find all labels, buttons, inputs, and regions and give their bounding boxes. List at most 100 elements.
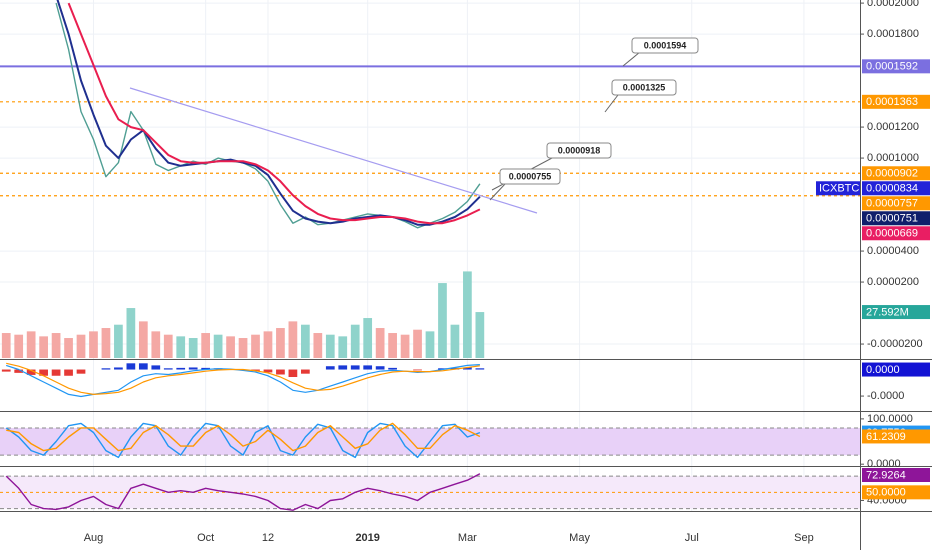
volume-bar [138,321,148,358]
price-tag-box [862,226,930,241]
volume-bar [101,328,111,358]
volume-bar [350,324,360,358]
price-tag-label: 0.0000757 [866,198,918,210]
volume-bar [126,308,136,358]
volume-bar [263,331,273,358]
volume-bar [226,336,235,358]
price-tag-box [862,211,930,226]
x-tick-label: Jul [685,532,699,544]
volume-bar [89,331,98,358]
macd-histogram-bar [375,366,385,370]
volume-bar [176,336,186,358]
macd-histogram-bar [276,369,285,375]
y-tick-label: -0.0000200 [867,338,923,350]
y-tick-label: 0.0000 [867,458,901,470]
drawings: 0.0001594 0.0001325 0.0000918 0.0000755 [129,37,699,214]
volume-bar [413,329,422,358]
macd-histogram-bar [388,367,397,370]
price-tag-label: 0.0000669 [866,228,918,240]
macd-histogram-bar [325,366,335,370]
volume-bar [163,334,173,358]
x-tick-label: Oct [197,532,214,544]
macd-line [6,362,480,395]
price-tag-box [862,181,930,196]
macd-histogram-bar [39,369,48,376]
price-tag-box [862,94,930,109]
price-tag-label: 27.592M [866,306,909,318]
volume-bar [1,333,11,358]
symbol-tag-label: ICXBTC [819,183,859,195]
price-tag-label: 0.0000834 [866,183,918,195]
price-tag-box [862,166,930,181]
trend-line [129,87,538,214]
x-tick-label: 2019 [355,532,379,544]
price-tag: 0.0001363 [862,94,930,109]
price-tag-box [862,305,930,320]
volume-bar [301,324,310,358]
price-tag: 0.0001592 [862,59,930,74]
volume-bar [425,331,435,358]
volume-bar [450,324,460,358]
price-tag-label: 0.0001363 [866,96,918,108]
price-tag-box [862,485,930,500]
volume-bar [325,334,335,358]
volume-bar [151,331,161,358]
macd-histogram-bar [101,368,111,370]
macd-histogram-bar [138,363,148,370]
volume-bar [288,321,298,358]
volume-bar [375,328,385,358]
price-tag-label: 72.9264 [866,469,906,481]
volume-bar [363,318,373,358]
price-tag: 72.9264 [862,468,930,482]
volume-bar [201,333,211,358]
y-tick-label: 0.0000400 [867,245,919,257]
price-line-series [55,2,481,229]
macd-histogram-bar [350,365,360,370]
macd-histogram-bar [288,369,298,377]
volume-bar [26,331,36,358]
price-tag-box [862,468,930,482]
callout-label: 0.0001325 [623,82,666,92]
macd-histogram-bar [14,369,24,373]
y-tick-label: 0.0002000 [867,0,919,9]
price-tag-label: 0.0001592 [866,61,918,73]
price-panel [0,0,860,358]
stoch-line [5,422,481,459]
volume-bar [251,334,260,358]
volume-bar [188,338,198,358]
stoch-panel [0,422,860,459]
macd-histogram-bar [64,369,73,376]
macd-histogram-bar [363,365,373,370]
macd-histogram-bar [51,369,61,376]
callout-label: 0.0000918 [558,145,601,155]
price-tag-label: 0.0000 [866,364,900,376]
moving-average [67,2,481,225]
macd-histogram-bar [251,369,260,371]
price-tag: 0.0000834 [862,181,930,196]
volume-bar [213,334,223,358]
volume-bar [114,324,123,358]
price-tag: 61.2309 [862,429,930,444]
grid [0,0,860,511]
stoch-line [6,422,481,452]
x-tick-label: 12 [262,532,274,544]
callout-box [499,168,561,185]
price-tag-box [862,429,930,444]
volume-bar [14,334,24,358]
x-tick-label: May [569,532,590,544]
symbol-tag-box [816,181,860,196]
volume-bar [64,338,73,358]
price-tag-label: 0.0000902 [866,168,918,180]
macd-histogram-bar [413,369,422,371]
volume-bar [313,333,323,358]
volume-bar [338,336,348,358]
volume-bar [475,312,485,358]
macd-histogram-bar [301,369,310,374]
moving-average [56,0,481,226]
y-tick-label: 0.0001200 [867,121,919,133]
price-tag-label: 50.0000 [866,487,906,499]
macd-panel [1,362,485,398]
y-tick-label: 0.0001000 [867,152,919,164]
